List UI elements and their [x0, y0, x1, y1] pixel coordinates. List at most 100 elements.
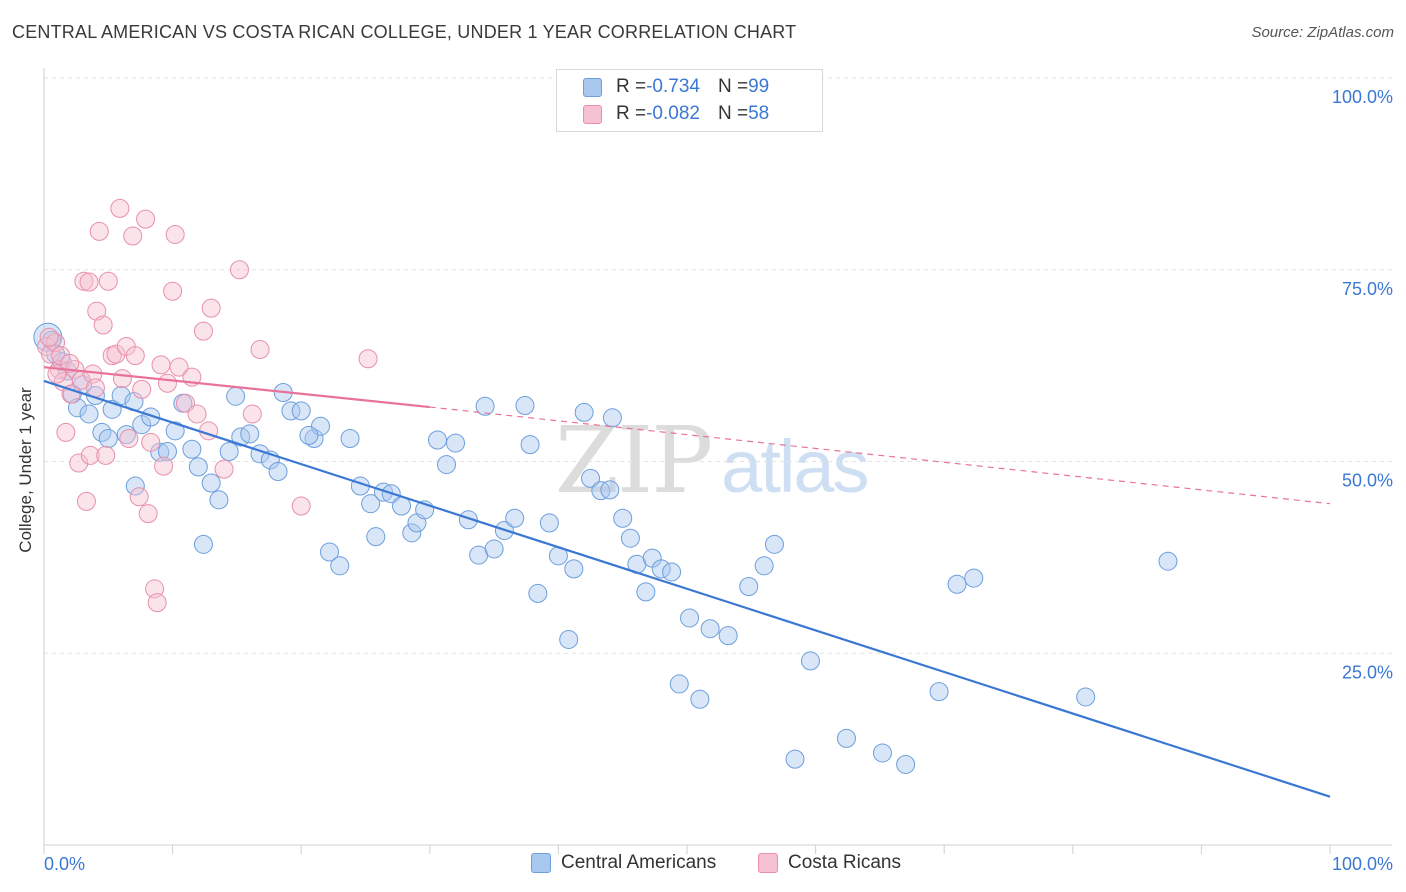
legend-n-label: N = — [717, 76, 749, 97]
costa-rican-point — [87, 301, 107, 321]
central-american-point — [304, 428, 324, 448]
bottom-legend-label-costa: Costa Ricans — [788, 852, 901, 873]
watermark: ZIP atlas — [555, 405, 869, 515]
legend-r-value: -0.734 — [646, 76, 700, 97]
central-american-point — [361, 494, 381, 514]
central-american-point — [141, 407, 161, 427]
central-american-point — [574, 402, 594, 422]
central-american-point — [581, 468, 601, 488]
costa-rican-point — [187, 404, 207, 424]
costa-rican-trendline-extension — [429, 406, 1331, 505]
legend-r-label: R = — [616, 76, 647, 97]
y-tick-label: 50.0% — [1342, 471, 1393, 491]
costa-rican-point — [98, 271, 118, 291]
legend-r-value: -0.082 — [646, 103, 700, 124]
central-american-point — [310, 416, 330, 436]
central-american-point — [299, 425, 319, 445]
bottom-legend-swatch-central — [531, 853, 551, 873]
central-american-point — [964, 568, 984, 588]
central-american-point — [402, 523, 422, 543]
legend-n-value: 99 — [748, 76, 770, 97]
source-label: Source: ZipAtlas.com — [1251, 24, 1394, 41]
central-american-point — [669, 674, 689, 694]
costa-rican-point — [40, 344, 60, 364]
bottom-legend-label-central: Central Americans — [561, 852, 717, 873]
costa-rican-point — [145, 579, 165, 599]
central-american-point — [680, 608, 700, 628]
costa-rican-point — [39, 327, 59, 347]
bottom-legend-central: Central Americans — [531, 852, 716, 874]
central-american-point — [201, 473, 221, 493]
central-american-point — [764, 534, 784, 554]
chart-title: CENTRAL AMERICAN VS COSTA RICAN COLLEGE,… — [12, 22, 797, 42]
legend-row-central: R = -0.734 N = 99 — [583, 75, 769, 99]
central-american-point — [268, 461, 288, 481]
central-american-point — [165, 421, 185, 441]
central-american-point — [281, 401, 301, 421]
central-american-point — [564, 559, 584, 579]
bottom-legend-swatch-costa — [758, 853, 778, 873]
x-tick-label: 0.0% — [44, 854, 85, 874]
central-american-point — [188, 457, 208, 477]
central-american-point — [125, 476, 145, 496]
costa-rican-point — [110, 198, 130, 218]
watermark-zip: ZIP — [555, 407, 713, 514]
central-american-point — [484, 539, 504, 559]
central-american-point — [98, 428, 118, 448]
costa-rican-point — [250, 340, 270, 360]
central-american-point — [896, 754, 916, 774]
legend-n-value: 58 — [748, 103, 770, 124]
central-american-point — [1076, 687, 1096, 707]
central-american-point — [219, 442, 239, 462]
central-american-trendline — [43, 379, 1331, 798]
costa-rican-point — [141, 432, 161, 452]
costa-rican-point — [214, 459, 234, 479]
central-american-point — [226, 386, 246, 406]
costa-rican-trendline — [43, 366, 430, 409]
central-american-point — [291, 401, 311, 421]
legend: R = -0.734 N = 99 R = -0.082 N = 58 — [556, 69, 823, 132]
central-american-point — [515, 396, 535, 416]
bottom-legend-costa: Costa Ricans — [758, 852, 901, 874]
central-american-point — [319, 542, 339, 562]
legend-n-label: N = — [717, 103, 749, 124]
costa-rican-point — [151, 355, 171, 375]
costa-rican-point — [80, 445, 100, 465]
legend-r-label: R = — [616, 103, 647, 124]
y-tick-label: 25.0% — [1342, 662, 1393, 682]
central-american-point — [240, 424, 260, 444]
central-american-point — [366, 527, 386, 547]
central-american-point — [330, 556, 350, 576]
central-american-point — [690, 689, 710, 709]
central-american-point — [636, 582, 656, 602]
legend-swatch-costa — [583, 104, 602, 124]
central-american-point — [475, 396, 495, 416]
central-american-point — [947, 574, 967, 594]
central-american-point — [193, 534, 213, 554]
costa-rican-point — [358, 349, 378, 369]
central-american-point — [157, 442, 177, 462]
costa-rican-point — [129, 487, 149, 507]
central-american-point — [1158, 551, 1178, 571]
central-american-point — [446, 433, 466, 453]
central-american-point — [528, 583, 548, 603]
costa-rican-point — [163, 281, 183, 301]
costa-rican-point — [89, 221, 109, 241]
central-american-point — [872, 743, 892, 763]
y-tick-label: 75.0% — [1342, 279, 1393, 299]
costa-rican-point — [61, 384, 81, 404]
central-american-point — [79, 404, 99, 424]
costa-rican-point — [112, 369, 132, 389]
central-american-point — [929, 682, 949, 702]
costa-rican-point — [125, 346, 145, 366]
central-american-point — [613, 508, 633, 528]
costa-rican-point — [242, 404, 262, 424]
watermark-atlas: atlas — [721, 425, 869, 508]
costa-rican-point — [201, 298, 221, 318]
costa-rican-point — [119, 428, 139, 448]
costa-rican-point — [132, 379, 152, 399]
central-american-point — [620, 528, 640, 548]
central-american-point — [539, 513, 559, 533]
costa-rican-point — [96, 445, 116, 465]
